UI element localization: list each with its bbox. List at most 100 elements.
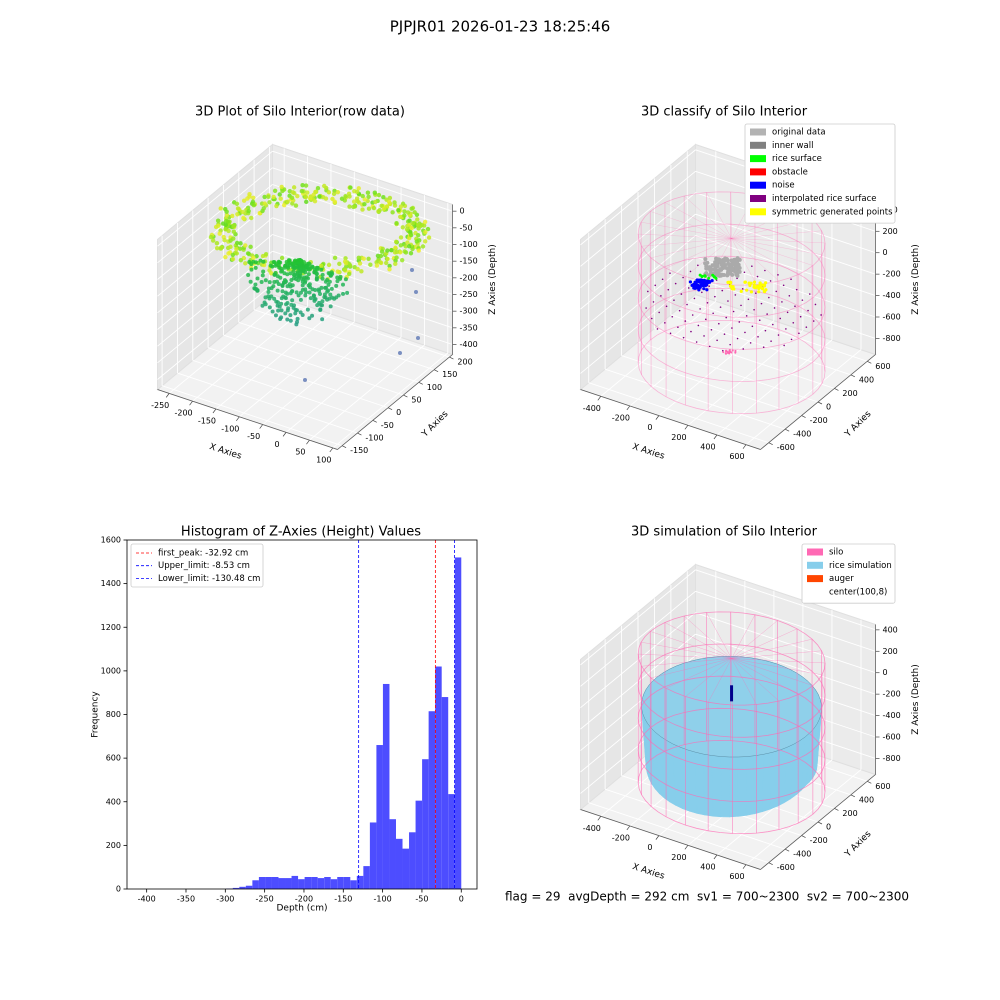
point (246, 208, 251, 214)
point (269, 294, 274, 299)
legend-label: first_peak: -32.92 cm (158, 549, 248, 559)
point (782, 284, 785, 287)
point (262, 201, 267, 206)
point (247, 194, 252, 199)
legend-label: rice surface (772, 154, 822, 164)
point (335, 269, 340, 274)
point (702, 282, 706, 286)
y-axis-label: Frequency (91, 691, 101, 738)
legend-swatch (750, 195, 766, 202)
bar (271, 877, 279, 889)
point (384, 260, 389, 266)
point (654, 284, 657, 287)
point (300, 283, 305, 288)
grid-line (332, 352, 449, 449)
y-tick-label: -600 (777, 863, 795, 872)
point (398, 235, 404, 240)
point (290, 298, 295, 303)
point (251, 255, 256, 261)
point (398, 250, 403, 255)
point (398, 243, 404, 248)
point (745, 315, 748, 317)
point (392, 200, 397, 205)
point (320, 303, 325, 308)
point (396, 208, 401, 213)
bar (245, 885, 253, 889)
point (700, 275, 704, 279)
point (693, 297, 696, 300)
y-tick (418, 382, 423, 385)
plot-content (637, 611, 826, 835)
point (772, 323, 774, 326)
legend-label: original data (772, 128, 826, 138)
point (764, 329, 767, 332)
x-tick (329, 447, 334, 453)
figure-title: PJPJR01 2026-01-23 18:25:46 (390, 18, 611, 36)
grid-line (207, 347, 389, 409)
point (295, 193, 300, 199)
point (318, 307, 323, 312)
grid-line (272, 234, 453, 295)
point (343, 194, 348, 199)
y-tick (867, 780, 872, 784)
point (312, 199, 318, 204)
point (263, 302, 268, 307)
grid-line (695, 612, 876, 674)
point (326, 271, 331, 276)
point (338, 274, 343, 279)
point (355, 266, 360, 272)
silo-roof (731, 238, 799, 275)
grid-line (695, 590, 876, 652)
point (267, 200, 272, 205)
y-tick-label: -400 (793, 850, 811, 859)
point (691, 314, 694, 316)
y-tick-label: 150 (442, 370, 457, 379)
axis-line (580, 389, 761, 450)
point (314, 276, 319, 281)
z-tick-label: -250 (460, 290, 478, 299)
point (280, 289, 285, 294)
point (366, 194, 371, 200)
point (273, 271, 278, 276)
point (790, 338, 793, 341)
z-axis-label: Z Axies (Depth) (911, 244, 921, 315)
point (697, 324, 700, 327)
point (753, 308, 755, 311)
point (283, 295, 288, 300)
grid-line (157, 150, 273, 247)
point (386, 199, 392, 204)
point (291, 185, 297, 190)
silo-roof (731, 658, 799, 695)
point (320, 272, 325, 277)
point (249, 267, 254, 272)
point (319, 263, 324, 268)
point (299, 188, 305, 194)
point (402, 209, 407, 214)
point (736, 277, 738, 280)
silo-roof (665, 658, 732, 689)
point (729, 343, 731, 346)
silo-roof (641, 658, 732, 667)
point (745, 288, 749, 292)
point (712, 312, 714, 315)
point (658, 311, 660, 314)
x-tick-label: -400 (583, 404, 601, 413)
point (286, 261, 291, 266)
point (278, 196, 283, 201)
point (647, 290, 649, 293)
rice-side (745, 755, 756, 816)
point (378, 260, 383, 265)
point (407, 244, 412, 249)
point (399, 257, 405, 263)
grid-line (621, 355, 802, 416)
y-tick (387, 407, 393, 411)
point (805, 326, 808, 328)
point (770, 340, 772, 342)
pane-left (157, 143, 273, 391)
grid-line (223, 334, 404, 396)
x-tick (742, 864, 747, 869)
silo-roof (664, 202, 732, 239)
point (398, 204, 404, 209)
silo-roof (731, 658, 823, 676)
silo-roof (641, 221, 732, 239)
